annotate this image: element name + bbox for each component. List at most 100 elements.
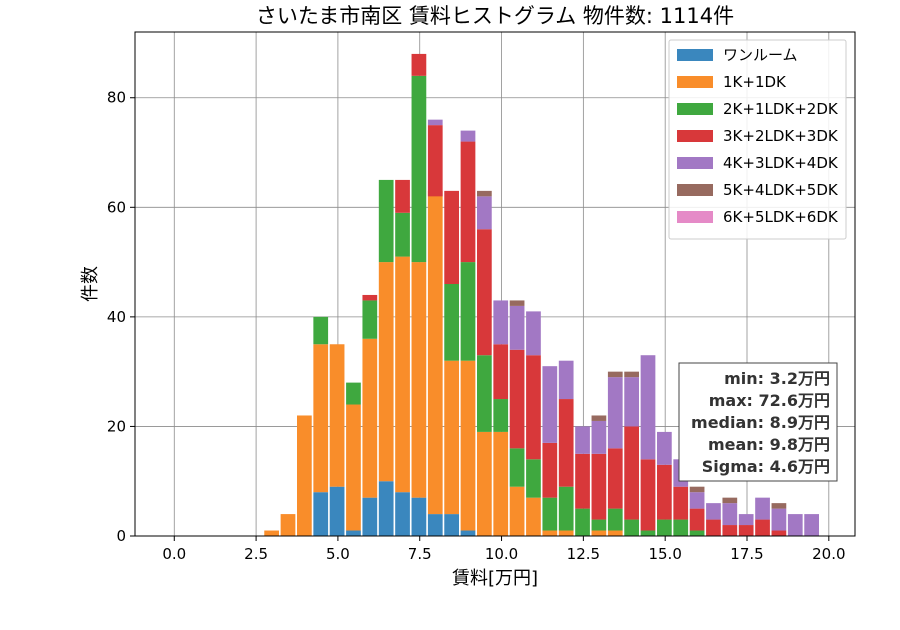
bar-segment [689, 508, 705, 531]
bar-segment [542, 530, 558, 536]
legend: ワンルーム 1K+1DK 2K+1LDK+2DK 3K+2LDK+3DK 4K+3LDK… [668, 39, 847, 240]
stats-max: max: 72.6万円 [709, 391, 830, 410]
bar-segment [460, 141, 476, 263]
stats-sigma: Sigma: 4.6万円 [702, 457, 830, 476]
legend-label: 3K+2LDK+3DK [723, 127, 839, 145]
legend-swatch [677, 49, 713, 61]
stats-mean: mean: 9.8万円 [708, 435, 830, 454]
bar-segment [526, 311, 541, 356]
bar-segment [346, 382, 361, 405]
bar-segment [706, 519, 721, 536]
bar-segment [460, 360, 476, 531]
bar-segment [378, 179, 394, 263]
bar-segment [575, 426, 590, 454]
bar-segment [378, 262, 394, 482]
bar-segment [313, 344, 329, 493]
x-axis-label: 賃料[万円] [452, 568, 538, 589]
bar-segment [460, 530, 476, 536]
legend-label: 1K+1DK [723, 73, 787, 91]
bar-segment [607, 530, 623, 536]
bar-segment [329, 486, 345, 536]
bar-segment [264, 530, 279, 536]
bar-segment [444, 360, 459, 515]
bar-segment [427, 125, 443, 197]
x-tick-label: 0.0 [162, 545, 186, 563]
bar-segment [607, 508, 623, 531]
bar-segment [624, 519, 639, 536]
bar-segment [477, 190, 492, 197]
bar-segment [509, 486, 525, 536]
x-tick-label: 20.0 [812, 545, 845, 563]
legend-swatch [677, 211, 713, 223]
legend-frame [668, 39, 847, 240]
bar-segment [673, 519, 689, 536]
bar-segment [395, 256, 410, 493]
bar-segment [804, 514, 819, 536]
bar-segment [640, 355, 656, 460]
bar-segment [558, 530, 574, 536]
bar-segment [607, 448, 623, 509]
bar-segment [378, 481, 394, 536]
bar-segment [297, 415, 312, 536]
stats-min: min: 3.2万円 [724, 369, 830, 388]
bar-segment [493, 399, 509, 432]
x-tick-label: 5.0 [326, 545, 350, 563]
bar-segment [542, 497, 558, 531]
legend-label: 6K+5LDK+6DK [723, 208, 839, 226]
bar-segment [427, 190, 443, 515]
legend-swatch [677, 76, 713, 88]
bar-segment [395, 212, 410, 257]
y-tick-label: 40 [107, 308, 126, 326]
x-tick-label: 15.0 [648, 545, 681, 563]
bar-segment [607, 377, 623, 449]
bar-segment [477, 355, 492, 432]
bar-segment [706, 503, 721, 520]
bar-segment [591, 415, 607, 421]
bar-segment [526, 355, 541, 460]
bar-segment [411, 75, 427, 263]
legend-label: 4K+3LDK+4DK [723, 154, 839, 172]
bar-segment [657, 464, 672, 520]
bar-segment [755, 519, 770, 536]
y-tick-label: 60 [107, 198, 126, 216]
bar-segment [787, 514, 803, 536]
bar-segment [493, 344, 509, 400]
x-axis-ticks: 0.0 2.5 5.0 7.5 10.0 12.5 15.0 17.5 20.0 [162, 536, 846, 563]
legend-label: ワンルーム [723, 46, 798, 64]
bar-segment [722, 497, 738, 504]
bar-segment [575, 453, 590, 509]
bar-segment [607, 371, 623, 378]
bar-segment [624, 371, 639, 378]
bar-segment [738, 514, 754, 526]
bar-segment [591, 519, 607, 531]
legend-swatch [677, 157, 713, 169]
bar-segment [362, 497, 378, 536]
bar-segment [346, 404, 361, 531]
bar-segment [477, 196, 492, 230]
bar-segment [444, 190, 459, 284]
bar-segment [313, 492, 329, 536]
bar-segment [689, 492, 705, 509]
bar-segment [313, 316, 329, 345]
bar-segment [624, 426, 639, 520]
bars [264, 53, 819, 536]
x-tick-label: 7.5 [408, 545, 432, 563]
bar-segment [280, 514, 296, 536]
y-tick-label: 0 [116, 527, 126, 545]
y-axis-label: 件数 [80, 266, 101, 302]
bar-segment [657, 519, 672, 536]
bar-segment [755, 497, 770, 520]
bar-segment [427, 514, 443, 536]
bar-segment [558, 399, 574, 487]
stats-box: min: 3.2万円 max: 72.6万円 median: 8.9万円 mea… [678, 362, 838, 482]
legend-swatch [677, 103, 713, 115]
x-tick-label: 17.5 [730, 545, 763, 563]
bar-segment [493, 300, 509, 345]
y-axis-ticks: 0 20 40 60 80 [107, 89, 135, 545]
bar-segment [362, 338, 378, 498]
bar-segment [591, 420, 607, 454]
stats-median: median: 8.9万円 [691, 413, 830, 432]
legend-label: 5K+4LDK+5DK [723, 181, 839, 199]
